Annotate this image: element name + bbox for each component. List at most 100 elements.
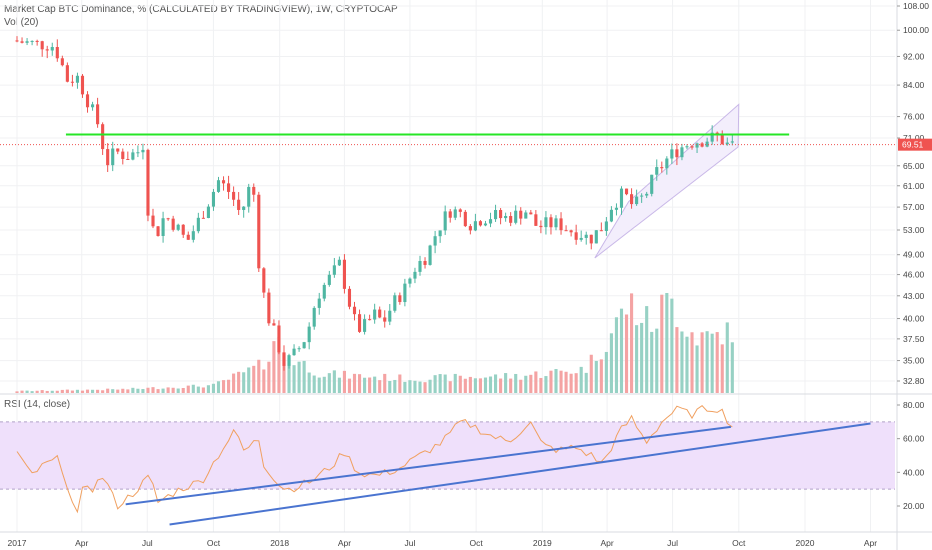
candle-body [650,174,654,194]
candle-body [297,348,301,350]
candle-body [398,295,402,303]
candle-body [640,195,644,197]
volume-bar [60,389,64,393]
candle-body [252,186,256,195]
volume-bar [287,358,291,393]
candle-body [604,221,608,231]
volume-bar [408,380,412,393]
volume-bar [297,361,301,393]
candle-body [599,230,603,232]
y-tick-label: 84.00 [903,80,925,90]
x-tick-label: Oct [207,538,221,548]
volume-bar [70,390,74,393]
candle-body [307,326,311,343]
candles [15,36,734,371]
volume-bar [584,372,588,393]
volume-bar [221,380,226,393]
volume-bar [488,376,493,393]
candle-body [45,49,49,51]
overlay-lines [0,133,895,146]
candle-body [529,212,533,215]
candle-body [232,191,236,200]
candle-body [403,283,407,303]
volume-bar [539,377,543,393]
volume-bar [448,381,452,393]
volume-bar [534,371,538,393]
candle-body [368,319,372,321]
rsi-trendline [169,422,871,526]
x-tick-label: 2020 [796,538,815,548]
candle-body [584,234,588,238]
candle-body [237,199,241,210]
volume-bar [705,331,709,393]
candle-body [685,146,689,148]
candle-body [393,295,397,311]
candle-body [352,306,357,315]
y-tick-label: 61.00 [903,181,925,191]
volume-bar [695,345,699,393]
volume-bar [40,390,44,393]
candle-body [337,259,341,266]
volume-bar [25,390,29,393]
volume-bar [186,385,190,393]
candle-body [106,149,110,166]
volume-bar [156,389,160,393]
y-tick-label: 71.00 [903,133,925,143]
x-tick-label: Apr [864,538,877,548]
candle-body [30,40,34,42]
volume-bar [413,380,417,393]
volume-bar [146,387,150,393]
y-tick-label: 40.00 [903,314,925,324]
volume-bar [599,359,603,393]
volume-bar [166,387,170,393]
rsi-y-tick-label: 80.00 [903,400,925,410]
y-tick-label: 108.00 [903,1,929,11]
volume-bar [65,389,69,393]
volume-bar [176,388,180,393]
x-tick-label: Jul [667,538,678,548]
volume-bar [101,390,105,393]
volume-bar [403,381,407,393]
x-tick-label: Apr [75,538,88,548]
rsi-y-tick-label: 20.00 [903,501,925,511]
y-tick-label: 37.50 [903,334,925,344]
volume-bar [675,327,679,393]
volume-bar [504,373,508,393]
candle-body [247,186,251,207]
candle-body [453,209,457,218]
volume-bar [730,342,734,393]
candle-body [408,278,412,284]
candle-body [121,151,125,159]
volume-bar [685,336,689,393]
volume-bar [433,375,437,393]
candle-body [493,210,498,220]
candle-body [655,167,659,175]
volume-bar [15,391,19,393]
candle-body [75,75,80,83]
candle-body [680,147,684,158]
candle-body [277,325,281,353]
candle-body [609,209,613,222]
candle-body [50,47,54,51]
candle-body [413,271,417,279]
volume-bar [624,314,629,393]
candle-body [357,314,362,332]
volume-bar [660,294,664,393]
candle-body [549,217,553,228]
volume-bar [569,373,573,393]
volume-bar [191,384,195,393]
candle-body [665,158,669,169]
candle-body [383,317,387,322]
candle-body [141,149,145,153]
candle-body [80,75,85,95]
candle-body [373,309,377,320]
candle-body [730,141,734,143]
volume-bar [509,378,513,393]
y-tick-label: 43.00 [903,291,925,301]
x-tick-label: Oct [732,538,746,548]
volume-bar [196,386,200,393]
candle-body [272,323,276,326]
candle-body [347,288,352,307]
volume-bar [91,389,95,393]
